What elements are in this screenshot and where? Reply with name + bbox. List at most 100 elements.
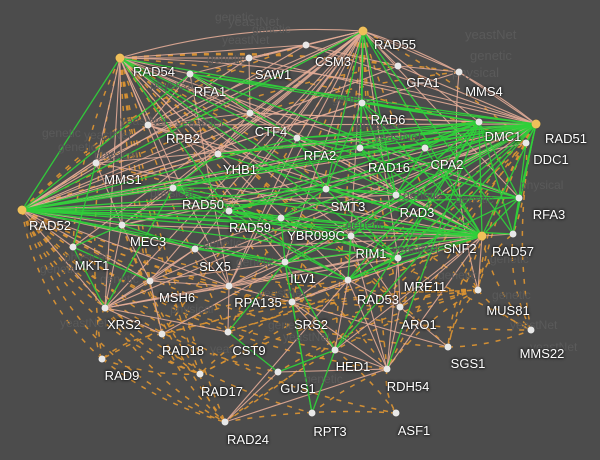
edge-genetic[interactable]: [21, 209, 103, 360]
graph-node-rad53[interactable]: [344, 276, 352, 284]
edge-yeastnet[interactable]: [478, 121, 520, 199]
graph-node-rad9[interactable]: [98, 355, 106, 363]
edge-genetic[interactable]: [161, 289, 479, 335]
edge-physical[interactable]: [291, 301, 336, 351]
edge-yeastnet[interactable]: [21, 209, 352, 237]
edge-physical[interactable]: [228, 30, 364, 212]
graph-node-rad59[interactable]: [225, 207, 233, 215]
edge-genetic[interactable]: [21, 209, 479, 293]
edge-yeastnet[interactable]: [284, 261, 293, 303]
graph-node-smt3[interactable]: [322, 185, 330, 193]
edge-physical[interactable]: [104, 307, 163, 335]
edge-yeastnet[interactable]: [311, 349, 336, 414]
graph-node-rad54[interactable]: [115, 53, 125, 63]
edge-yeastnet[interactable]: [72, 162, 97, 248]
edge-physical[interactable]: [104, 57, 121, 309]
edge-genetic[interactable]: [21, 209, 449, 348]
edge-yeastnet[interactable]: [217, 153, 483, 237]
edge-yeastnet[interactable]: [280, 217, 352, 237]
graph-node-mus81[interactable]: [474, 286, 482, 294]
edge-yeastnet[interactable]: [325, 121, 480, 190]
edge-yeastnet[interactable]: [296, 137, 327, 190]
edge-physical[interactable]: [296, 30, 364, 139]
edge-yeastnet[interactable]: [172, 187, 349, 281]
edge-genetic[interactable]: [161, 333, 226, 423]
graph-node-saw1[interactable]: [245, 54, 253, 62]
edge-physical[interactable]: [104, 307, 229, 333]
edge-yeastnet[interactable]: [362, 30, 483, 237]
edge-yeastnet[interactable]: [21, 73, 191, 211]
edge-genetic[interactable]: [119, 57, 229, 333]
graph-node-rad6[interactable]: [358, 99, 366, 107]
edge-yeastnet[interactable]: [296, 137, 520, 199]
edge-physical[interactable]: [334, 235, 483, 351]
edge-yeastnet[interactable]: [325, 188, 397, 196]
edge-physical[interactable]: [194, 30, 364, 250]
edge-yeastnet[interactable]: [481, 197, 520, 237]
edge-physical[interactable]: [21, 44, 307, 211]
graph-node-rfa1[interactable]: [186, 70, 194, 78]
edge-yeastnet[interactable]: [334, 121, 480, 351]
graph-node-xrs2[interactable]: [101, 304, 109, 312]
edge-physical[interactable]: [147, 124, 219, 155]
edge-physical[interactable]: [305, 44, 537, 125]
edge-genetic[interactable]: [21, 209, 401, 308]
edge-yeastnet[interactable]: [347, 235, 352, 281]
edge-yeastnet[interactable]: [350, 121, 480, 237]
edge-yeastnet[interactable]: [189, 73, 520, 199]
edge-yeastnet[interactable]: [386, 121, 480, 370]
graph-node-mec3[interactable]: [118, 221, 126, 229]
edge-yeastnet[interactable]: [361, 102, 397, 196]
graph-node-cst9[interactable]: [224, 328, 232, 336]
edge-genetic[interactable]: [21, 209, 313, 414]
edge-genetic[interactable]: [477, 233, 514, 291]
edge-physical[interactable]: [386, 257, 399, 370]
edge-genetic[interactable]: [362, 30, 479, 291]
edge-yeastnet[interactable]: [119, 57, 483, 237]
edge-physical[interactable]: [362, 30, 460, 73]
edge-physical[interactable]: [362, 30, 480, 123]
edge-yeastnet[interactable]: [227, 261, 286, 333]
edge-physical[interactable]: [291, 301, 388, 370]
edge-yeastnet[interactable]: [172, 123, 537, 189]
edge-physical[interactable]: [248, 57, 537, 125]
edge-yeastnet[interactable]: [362, 30, 514, 235]
edge-yeastnet[interactable]: [21, 123, 537, 211]
edge-yeastnet[interactable]: [478, 121, 537, 125]
graph-node-rpa135[interactable]: [225, 282, 233, 290]
edge-yeastnet[interactable]: [21, 187, 174, 211]
edge-yeastnet[interactable]: [72, 246, 106, 309]
edge-yeastnet[interactable]: [347, 121, 480, 281]
edge-physical[interactable]: [21, 71, 460, 211]
edge-physical[interactable]: [224, 371, 279, 423]
edge-yeastnet[interactable]: [325, 102, 363, 190]
edge-genetic[interactable]: [362, 30, 527, 144]
edge-yeastnet[interactable]: [359, 102, 363, 149]
edge-physical[interactable]: [119, 57, 123, 226]
edge-yeastnet[interactable]: [347, 197, 520, 281]
graph-node-mkt1[interactable]: [69, 243, 77, 251]
edge-yeastnet[interactable]: [21, 57, 121, 211]
graph-node-rad52[interactable]: [17, 205, 27, 215]
edge-yeastnet[interactable]: [189, 73, 537, 125]
edge-yeastnet[interactable]: [347, 235, 483, 281]
graph-node-mre11[interactable]: [394, 254, 402, 262]
edge-genetic[interactable]: [119, 57, 527, 144]
edge-physical[interactable]: [149, 280, 230, 287]
edge-physical[interactable]: [147, 124, 397, 196]
edge-genetic[interactable]: [224, 142, 527, 423]
edge-yeastnet[interactable]: [361, 102, 483, 237]
edge-yeastnet[interactable]: [284, 261, 336, 351]
edge-yeastnet[interactable]: [121, 224, 196, 250]
edge-physical[interactable]: [119, 44, 307, 59]
edge-physical[interactable]: [95, 124, 149, 164]
edge-yeastnet[interactable]: [72, 246, 151, 282]
edge-physical[interactable]: [362, 30, 399, 259]
graph-node-rad57[interactable]: [509, 230, 517, 238]
edge-genetic[interactable]: [224, 289, 479, 423]
edge-genetic[interactable]: [119, 57, 293, 303]
edge-physical[interactable]: [397, 65, 537, 125]
edge-physical[interactable]: [194, 248, 230, 287]
graph-node-rad16[interactable]: [356, 144, 364, 152]
edge-genetic[interactable]: [101, 358, 226, 423]
